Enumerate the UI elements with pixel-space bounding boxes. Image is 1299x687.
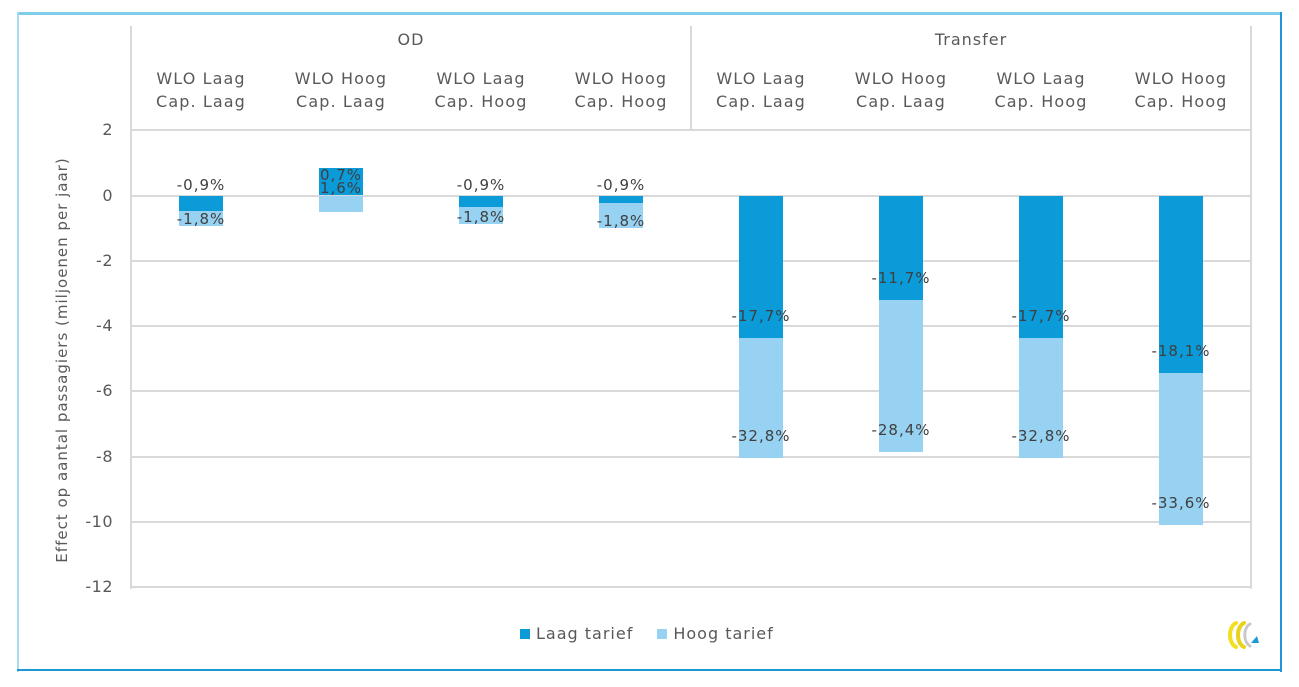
category-label: WLO Hoog Cap. Hoog — [1111, 67, 1251, 113]
category-label-line2: Cap. Laag — [156, 92, 246, 111]
data-label-hoog-tarief: -32,8% — [731, 426, 791, 445]
category-label: WLO Laag Cap. Hoog — [971, 67, 1111, 113]
category-label-line1: WLO Hoog — [294, 69, 388, 88]
bar-laag-tarief[interactable] — [599, 195, 643, 204]
group-label-transfer: Transfer — [934, 30, 1008, 49]
frame-border-left — [17, 12, 19, 672]
plot-right-border — [1250, 26, 1252, 589]
gridline — [130, 390, 1252, 393]
category-label-line1: WLO Hoog — [854, 69, 948, 88]
category-label-line2: Cap. Laag — [856, 92, 946, 111]
data-label-laag-tarief: -0,9% — [456, 175, 506, 194]
category-label: WLO Laag Cap. Hoog — [411, 67, 551, 113]
bar-laag-tarief[interactable] — [1019, 195, 1063, 339]
data-label-hoog-tarief: -1,8% — [456, 207, 506, 226]
frame-border-top — [17, 12, 1282, 15]
data-label-laag-tarief: -17,7% — [731, 307, 791, 326]
legend-label: Hoog tarief — [673, 624, 774, 643]
gridline — [130, 455, 1252, 458]
bar-laag-tarief[interactable] — [319, 167, 363, 196]
gridline — [130, 520, 1252, 523]
y-tick-label: -2 — [96, 250, 113, 270]
data-label-hoog-tarief: -32,8% — [1011, 426, 1071, 445]
y-tick-label: -6 — [96, 381, 113, 401]
data-label-hoog-tarief: -33,6% — [1151, 494, 1211, 513]
category-label-line1: WLO Hoog — [1134, 69, 1228, 88]
data-label-hoog-tarief: -1,8% — [596, 212, 646, 231]
y-tick-label: -4 — [96, 316, 113, 336]
category-label: WLO Hoog Cap. Laag — [271, 67, 411, 113]
data-label-laag-tarief: -0,9% — [596, 175, 646, 194]
category-label-line2: Cap. Hoog — [1134, 92, 1228, 111]
category-label-line2: Cap. Laag — [296, 92, 386, 111]
data-label-laag-tarief: 0,7% — [319, 165, 363, 184]
category-label-line2: Cap. Laag — [716, 92, 806, 111]
legend: Laag tarief Hoog tarief — [520, 624, 798, 644]
bar-laag-tarief[interactable] — [179, 195, 223, 211]
brand-logo-icon — [1226, 619, 1264, 651]
category-label-line1: WLO Laag — [156, 69, 246, 88]
gridline — [130, 586, 1252, 589]
legend-item-laag-tarief[interactable]: Laag tarief — [520, 624, 633, 644]
data-label-laag-tarief: -17,7% — [1011, 307, 1071, 326]
frame-border-right — [1280, 12, 1282, 672]
gridline — [130, 259, 1252, 262]
data-label-laag-tarief: -11,7% — [871, 268, 931, 287]
gridline — [130, 325, 1252, 328]
category-label: WLO Laag Cap. Laag — [691, 67, 831, 113]
y-axis-title: Effect op aantal passagiers (miljoenen p… — [53, 157, 71, 563]
category-label-line2: Cap. Hoog — [434, 92, 528, 111]
category-label-line1: WLO Hoog — [574, 69, 668, 88]
legend-label: Laag tarief — [536, 624, 634, 643]
y-axis-line — [130, 26, 132, 589]
data-label-laag-tarief: -0,9% — [176, 175, 226, 194]
group-label-od: OD — [397, 30, 425, 49]
legend-item-hoog-tarief[interactable]: Hoog tarief — [657, 624, 773, 644]
category-label: WLO Hoog Cap. Hoog — [551, 67, 691, 113]
bar-laag-tarief[interactable] — [459, 195, 503, 208]
y-tick-label: -8 — [96, 446, 113, 466]
group-divider — [690, 26, 692, 131]
bar-laag-tarief[interactable] — [1159, 195, 1203, 374]
category-label-line2: Cap. Hoog — [574, 92, 668, 111]
y-tick-label: -12 — [85, 577, 113, 597]
category-label: WLO Hoog Cap. Laag — [831, 67, 971, 113]
gridline — [130, 129, 1252, 132]
data-label-laag-tarief: -18,1% — [1151, 342, 1211, 361]
y-tick-label: 0 — [102, 185, 113, 205]
y-tick-label: 2 — [102, 120, 113, 140]
category-label: WLO Laag Cap. Laag — [131, 67, 271, 113]
gridline — [130, 194, 1252, 197]
bar-hoog-tarief[interactable] — [319, 195, 363, 212]
category-label-line1: WLO Laag — [436, 69, 526, 88]
category-label-line1: WLO Laag — [996, 69, 1086, 88]
category-label-line2: Cap. Hoog — [994, 92, 1088, 111]
bar-laag-tarief[interactable] — [879, 195, 923, 300]
bar-laag-tarief[interactable] — [739, 195, 783, 339]
data-label-hoog-tarief: 1,6% — [319, 178, 363, 197]
legend-swatch-laag-tarief — [520, 629, 530, 639]
category-label-line1: WLO Laag — [716, 69, 806, 88]
data-label-hoog-tarief: -1,8% — [176, 209, 226, 228]
data-label-hoog-tarief: -28,4% — [871, 420, 931, 439]
legend-swatch-hoog-tarief — [657, 629, 668, 639]
y-tick-label: -10 — [85, 511, 113, 531]
frame-border-bottom — [17, 669, 1282, 671]
